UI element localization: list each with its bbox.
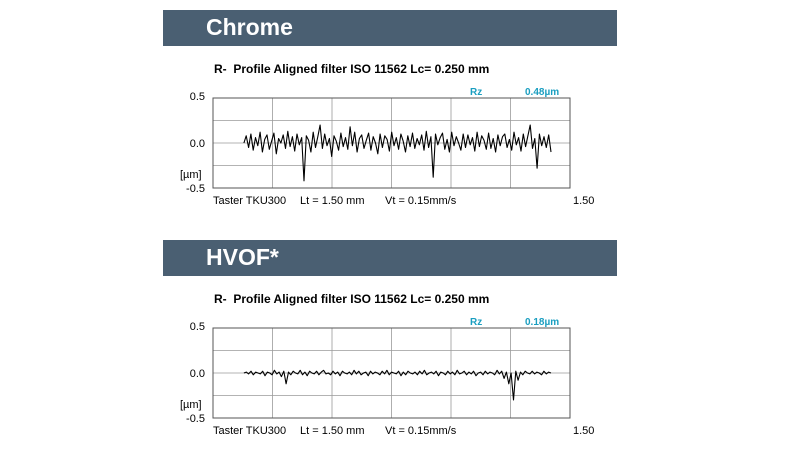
chrome-panel: Chrome R- Profile Aligned filter ISO 115… bbox=[0, 0, 800, 225]
hvof-ytick-top: 0.5 bbox=[190, 321, 205, 333]
hvof-ytick-bottom: -0.5 bbox=[186, 413, 205, 425]
hvof-panel: HVOF* R- Profile Aligned filter ISO 1156… bbox=[0, 230, 800, 455]
hvof-footer-lt: Lt = 1.50 mm bbox=[300, 425, 365, 437]
chrome-profile-trace-0 bbox=[243, 124, 552, 182]
hvof-ylabel: [µm] bbox=[180, 399, 202, 411]
chrome-profile-chart: 0.5 0.0 -0.5 [µm] Rz 0.48µm Taster TKU300 Lt = … bbox=[180, 87, 594, 207]
hvof-profile-trace-0 bbox=[243, 369, 552, 401]
chrome-banner: Chrome bbox=[163, 10, 617, 46]
hvof-rz-label: Rz bbox=[470, 317, 482, 328]
chrome-footer-vt: Vt = 0.15mm/s bbox=[385, 195, 457, 207]
chrome-banner-title: Chrome bbox=[206, 14, 293, 40]
hvof-footer-vt: Vt = 0.15mm/s bbox=[385, 425, 457, 437]
chrome-footer-probe: Taster TKU300 bbox=[213, 195, 286, 207]
hvof-footer-probe: Taster TKU300 bbox=[213, 425, 286, 437]
chrome-chart-title: R- Profile Aligned filter ISO 11562 Lc= … bbox=[214, 62, 490, 76]
chrome-ytick-bottom: -0.5 bbox=[186, 183, 205, 195]
hvof-profile-chart: 0.5 0.0 -0.5 [µm] Rz 0.18µm Taster TKU300 Lt = … bbox=[180, 317, 594, 437]
chrome-rz-label: Rz bbox=[470, 87, 482, 98]
chrome-ytick-top: 0.5 bbox=[190, 91, 205, 103]
hvof-banner-title: HVOF* bbox=[206, 244, 279, 270]
chrome-ytick-zero: 0.0 bbox=[190, 138, 205, 150]
hvof-rz-value: 0.18µm bbox=[525, 317, 559, 328]
chrome-rz-value: 0.48µm bbox=[525, 87, 559, 98]
chrome-plot-frame bbox=[212, 97, 571, 189]
hvof-banner: HVOF* bbox=[163, 240, 617, 276]
chrome-ylabel: [µm] bbox=[180, 169, 202, 181]
hvof-plot-frame bbox=[212, 327, 571, 419]
hvof-ytick-zero: 0.0 bbox=[190, 368, 205, 380]
chrome-x-end-label: 1.50 bbox=[573, 195, 594, 207]
chrome-footer-lt: Lt = 1.50 mm bbox=[300, 195, 365, 207]
hvof-chart-title: R- Profile Aligned filter ISO 11562 Lc= … bbox=[214, 292, 490, 306]
hvof-x-end-label: 1.50 bbox=[573, 425, 594, 437]
